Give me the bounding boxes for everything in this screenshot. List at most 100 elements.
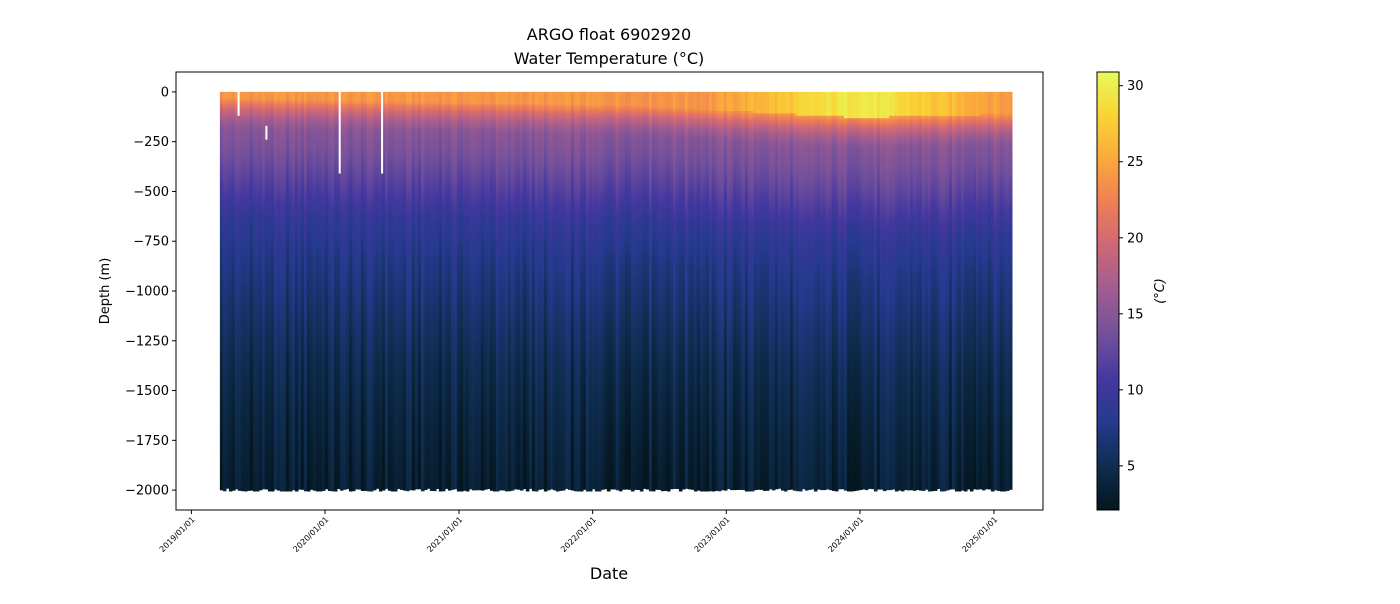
heatmap-cell	[231, 123, 236, 126]
heatmap-cell	[237, 469, 242, 473]
heatmap-cell	[228, 345, 233, 349]
heatmap-cell	[225, 469, 230, 473]
heatmap-cell	[240, 242, 245, 246]
heatmap-cell	[237, 142, 242, 146]
heatmap-cell	[228, 247, 233, 251]
heatmap-cell	[231, 326, 236, 329]
heatmap-cell	[234, 321, 239, 325]
heatmap-cell	[228, 223, 233, 227]
heatmap-cell	[234, 194, 239, 198]
heatmap-cell	[231, 180, 236, 184]
heatmap-cell	[240, 349, 245, 353]
heatmap-cell	[243, 488, 248, 492]
heatmap-cell	[240, 168, 245, 172]
heatmap-cell	[249, 474, 254, 478]
heatmap-cell	[249, 275, 254, 279]
heatmap-cell	[243, 173, 248, 177]
heatmap-cell	[219, 106, 224, 110]
heatmap-cell	[231, 421, 236, 425]
heatmap-cell	[219, 244, 224, 248]
heatmap-cell	[222, 113, 227, 117]
heatmap-cell	[249, 349, 254, 353]
heatmap-cell	[240, 292, 245, 296]
heatmap-cell	[249, 416, 254, 420]
heatmap-cell	[231, 242, 236, 246]
heatmap-cell	[237, 438, 242, 442]
heatmap-cell	[225, 373, 230, 377]
heatmap-cell	[240, 94, 245, 98]
heatmap-cell	[240, 149, 245, 153]
heatmap-cell	[249, 111, 254, 114]
heatmap-cell	[237, 168, 242, 172]
heatmap-cell	[237, 426, 242, 430]
heatmap-cell	[231, 235, 236, 239]
heatmap-cell	[228, 309, 233, 313]
heatmap-cell	[234, 328, 239, 332]
heatmap-cell	[237, 166, 242, 169]
heatmap-cell	[237, 373, 242, 377]
heatmap-cell	[240, 249, 245, 253]
heatmap-cell	[228, 378, 233, 382]
heatmap-cell	[222, 467, 227, 470]
heatmap-cell	[231, 209, 236, 212]
heatmap-cell	[219, 435, 224, 439]
heatmap-cell	[243, 187, 248, 191]
heatmap-cell	[225, 154, 230, 157]
heatmap-cell	[219, 433, 224, 437]
heatmap-cell	[243, 206, 248, 210]
heatmap-cell	[225, 464, 230, 468]
heatmap-cell	[231, 199, 236, 203]
heatmap-cell	[234, 287, 239, 291]
heatmap-cell	[237, 220, 242, 224]
heatmap-cell	[228, 230, 233, 234]
heatmap-cell	[231, 455, 236, 459]
heatmap-cell	[249, 390, 254, 394]
heatmap-cell	[222, 94, 227, 98]
heatmap-cell	[228, 464, 233, 468]
heatmap-cell	[222, 163, 227, 167]
heatmap-cell	[222, 204, 227, 208]
heatmap-cell	[219, 158, 224, 162]
heatmap-cell	[243, 445, 248, 449]
heatmap-cell	[225, 94, 230, 98]
heatmap-cell	[240, 228, 245, 232]
heatmap-cell	[240, 431, 245, 435]
heatmap-cell	[243, 424, 248, 427]
heatmap-cell	[249, 373, 254, 377]
heatmap-cell	[246, 106, 251, 110]
heatmap-cell	[243, 359, 248, 363]
heatmap-cell	[249, 297, 254, 301]
heatmap-cell	[234, 314, 239, 318]
heatmap-cell	[246, 295, 251, 298]
heatmap-cell	[249, 364, 254, 368]
heatmap-cell	[228, 259, 233, 263]
heatmap-cell	[228, 273, 233, 277]
heatmap-cell	[240, 447, 245, 451]
heatmap-cell	[246, 218, 251, 222]
heatmap-cell	[246, 173, 251, 177]
heatmap-cell	[228, 424, 233, 427]
heatmap-cell	[219, 149, 224, 153]
heatmap-cell	[240, 452, 245, 456]
heatmap-cell	[246, 340, 251, 344]
heatmap-cell	[240, 347, 245, 351]
heatmap-cell	[222, 435, 227, 439]
heatmap-cell	[237, 440, 242, 444]
heatmap-cell	[237, 237, 242, 241]
heatmap-cell	[240, 333, 245, 337]
heatmap-cell	[222, 335, 227, 339]
heatmap-cell	[228, 295, 233, 298]
heatmap-cell	[237, 447, 242, 451]
heatmap-cell	[243, 252, 248, 255]
heatmap-cell	[243, 302, 248, 306]
heatmap-cell	[246, 197, 251, 200]
heatmap-cell	[246, 326, 251, 329]
heatmap-cell	[225, 359, 230, 363]
heatmap-cell	[222, 428, 227, 432]
heatmap-cell	[249, 306, 254, 310]
heatmap-cell	[243, 376, 248, 380]
heatmap-cell	[237, 94, 242, 98]
heatmap-cell	[234, 206, 239, 210]
heatmap-cell	[231, 218, 236, 222]
heatmap-cell	[225, 232, 230, 236]
